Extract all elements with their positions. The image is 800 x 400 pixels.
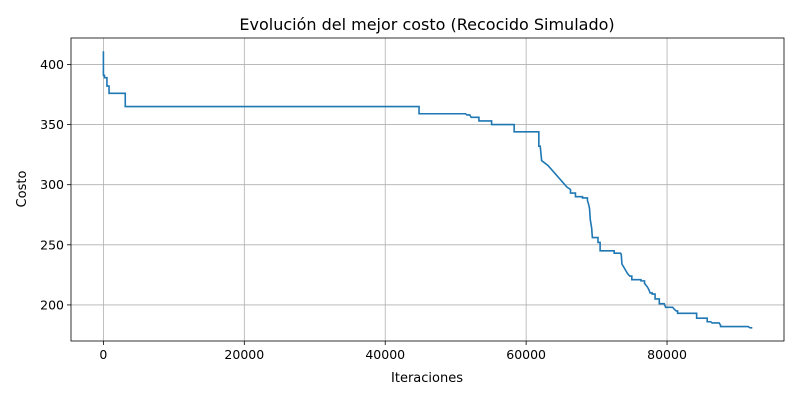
y-tick-label: 250 (40, 237, 64, 252)
chart-title: Evolución del mejor costo (Recocido Simu… (239, 15, 614, 34)
y-axis-label: Costo (15, 171, 30, 208)
x-tick-label: 0 (99, 347, 107, 362)
y-tick-label: 350 (40, 117, 64, 132)
y-axis-ticks: 200 250 300 350 400 (40, 57, 71, 312)
series-layer (102, 51, 753, 329)
x-tick-label: 80000 (647, 347, 687, 362)
x-tick-label: 20000 (224, 347, 264, 362)
x-axis-ticks: 0 20000 40000 60000 80000 (99, 341, 687, 362)
plot-frame (70, 37, 785, 342)
x-axis-label: Iteraciones (391, 371, 463, 386)
y-tick-label: 300 (40, 177, 64, 192)
x-tick-label: 40000 (365, 347, 405, 362)
x-tick-label: 60000 (506, 347, 546, 362)
y-tick-label: 200 (40, 297, 64, 312)
series-line (102, 51, 753, 329)
grid (71, 38, 784, 341)
y-tick-label: 400 (40, 57, 64, 72)
